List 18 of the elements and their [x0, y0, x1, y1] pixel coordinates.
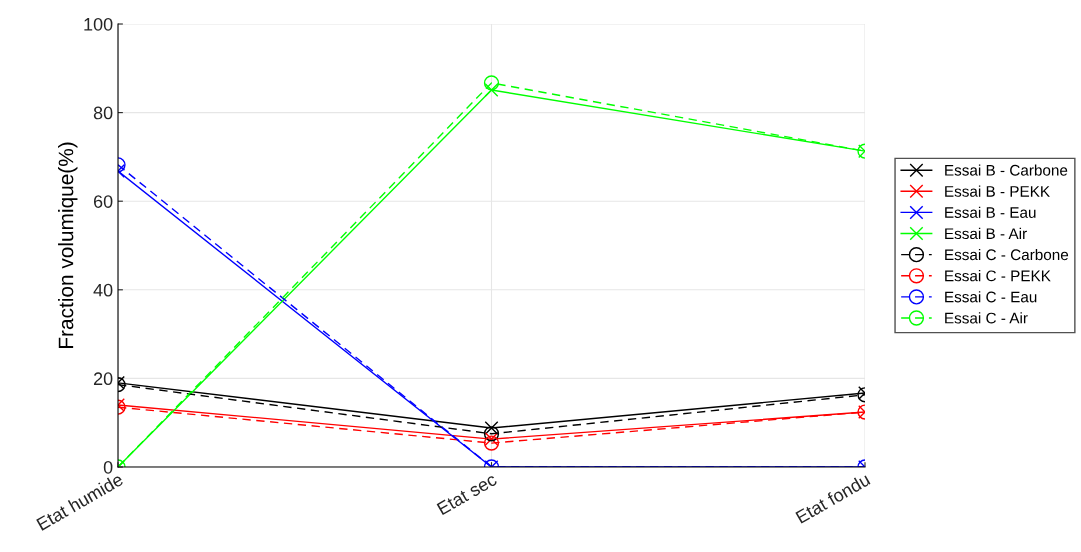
x-tick-label: Etat sec: [436, 472, 498, 516]
legend-label: Essai B - Eau: [945, 206, 1036, 218]
y-tick-label: 100: [84, 17, 113, 31]
legend-label: Essai C - PEKK: [945, 270, 1051, 282]
legend-label: Essai B - Air: [945, 227, 1027, 240]
legend-label: Essai C - Eau: [945, 291, 1037, 303]
legend-label: Essai C - Carbone: [945, 248, 1069, 261]
legend-label: Essai C - Air: [945, 312, 1028, 324]
y-tick-label: 40: [93, 283, 113, 297]
y-tick-label: 80: [93, 106, 113, 120]
y-tick-label: 60: [93, 195, 113, 208]
legend-label: Essai B - Carbone: [945, 164, 1068, 176]
x-tick-label: Etat fondu: [795, 472, 871, 524]
legend-label: Essai B - PEKK: [945, 185, 1050, 197]
y-axis-title: Fraction volumique(%): [58, 142, 78, 348]
y-tick-label: 20: [93, 372, 113, 386]
point: [483, 75, 500, 91]
y-tick-label: 0: [103, 460, 113, 474]
